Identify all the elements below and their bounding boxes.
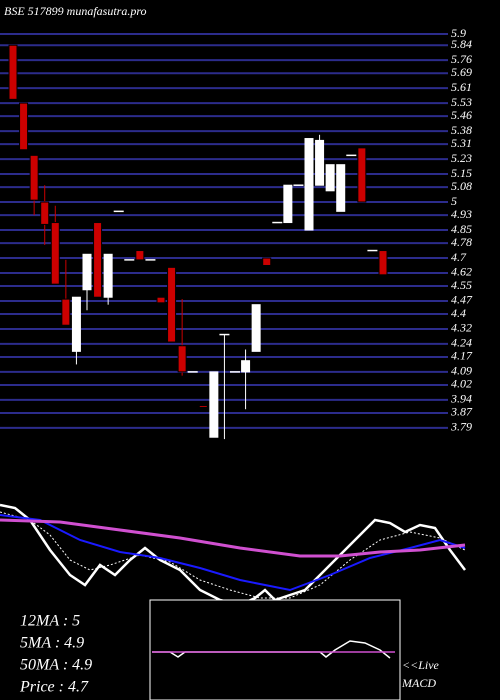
y-tick-label: 5.23 <box>451 151 472 165</box>
macd-line <box>152 640 391 659</box>
stat-label: Price : 4.7 <box>19 679 89 696</box>
candle-body <box>40 201 50 225</box>
candle-body <box>304 138 314 231</box>
stat-label: 50MA : 4.9 <box>20 657 92 674</box>
candle-body <box>283 184 293 224</box>
candle-body <box>156 296 166 304</box>
candle-body <box>82 253 92 291</box>
candle-body <box>262 257 272 266</box>
candle-body <box>251 304 261 352</box>
chart-title: BSE 517899 munafasutra.pro <box>4 4 147 18</box>
ma-short <box>0 511 466 599</box>
y-tick-label: 4.32 <box>451 321 472 335</box>
y-tick-label: 5.08 <box>451 179 472 193</box>
candle-body <box>378 250 388 276</box>
y-tick-label: 3.94 <box>450 392 472 406</box>
stat-label: 12MA : 5 <box>20 613 80 630</box>
candle-body <box>315 139 325 186</box>
y-tick-label: 5.84 <box>451 37 472 51</box>
indicator-panel <box>0 503 466 700</box>
y-tick-label: 5.76 <box>451 52 472 66</box>
candle-body <box>71 296 81 352</box>
y-tick-label: 4.24 <box>451 336 472 350</box>
candle-body <box>29 154 39 201</box>
y-tick-label: 5.69 <box>451 65 472 79</box>
candle-body <box>135 250 145 261</box>
candle-body <box>198 404 208 408</box>
y-tick-label: 4.47 <box>451 293 473 307</box>
y-tick-label: 4.55 <box>451 278 472 292</box>
y-tick-label: 4.17 <box>451 349 473 363</box>
candle-body <box>19 102 29 151</box>
y-tick-label: 4.09 <box>451 364 472 378</box>
y-tick-label: 3.87 <box>450 405 473 419</box>
live-label: <<Live <box>402 658 440 672</box>
y-tick-label: 5.46 <box>451 108 472 122</box>
y-tick-label: 5.53 <box>451 95 472 109</box>
y-tick-label: 5.9 <box>451 26 466 40</box>
candle-body <box>357 147 367 203</box>
candle-body <box>61 298 71 326</box>
macd-box <box>149 599 401 700</box>
y-tick-label: 5.15 <box>451 166 472 180</box>
y-tick-label: 4.78 <box>451 235 472 249</box>
y-tick-label: 5.31 <box>451 136 472 150</box>
macd-label: MACD <box>401 676 436 690</box>
candle-body <box>167 266 177 343</box>
y-tick-label: 4.4 <box>451 306 466 320</box>
y-tick-label: 4.02 <box>451 377 472 391</box>
candle-body <box>177 345 187 373</box>
candle-body <box>209 371 219 438</box>
ma-mid <box>0 514 466 592</box>
candle-body <box>103 253 113 298</box>
y-tick-label: 3.79 <box>450 420 472 434</box>
y-tick-label: 4.7 <box>451 250 467 264</box>
candle-body <box>241 360 251 373</box>
y-tick-label: 4.93 <box>451 207 472 221</box>
candle-body <box>50 222 60 285</box>
candle-body <box>8 44 18 100</box>
candle-body <box>336 164 346 212</box>
candle-body <box>325 164 335 192</box>
stat-label: 5MA : 4.9 <box>20 635 84 652</box>
y-tick-label: 5.61 <box>451 80 472 94</box>
y-tick-label: 5.38 <box>451 123 472 137</box>
candle-body <box>93 222 103 298</box>
y-tick-label: 4.85 <box>451 222 472 236</box>
y-tick-label: 4.62 <box>451 265 472 279</box>
ma-long <box>0 518 466 558</box>
y-tick-label: 5 <box>451 194 457 208</box>
